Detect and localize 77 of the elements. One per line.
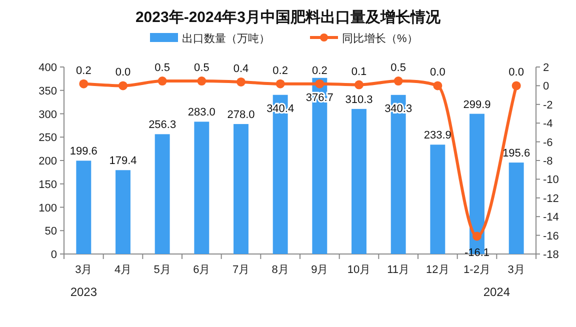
y-tick-label: 100 (38, 202, 57, 214)
point (79, 79, 88, 88)
bar (430, 144, 446, 254)
x-tick-label: 4月 (114, 264, 132, 276)
text: 2023 (70, 285, 98, 299)
point (315, 79, 324, 88)
y2-tick-label: -12 (543, 192, 559, 205)
point (472, 232, 482, 241)
data-label: 283.0 (188, 106, 216, 119)
y2-tick-label: 0 (543, 80, 550, 93)
bar (76, 160, 92, 254)
x-tick-label: 9月 (311, 264, 328, 276)
y-tick-label: 150 (38, 178, 57, 191)
bar (194, 122, 210, 254)
data-label: 195.6 (502, 148, 530, 160)
point (433, 81, 442, 90)
y-tick-label: 300 (38, 108, 57, 121)
bar (154, 134, 170, 254)
y-tick-label: 0 (50, 249, 57, 261)
data-label: 0.2 (312, 64, 328, 77)
y2-tick-label: -2 (543, 99, 553, 112)
data-label: 233.9 (424, 130, 452, 142)
y-tick-label: 200 (38, 156, 57, 168)
data-label: 310.3 (345, 94, 373, 106)
y2-tick-label: 2 (543, 62, 550, 74)
y-tick-label: 50 (44, 226, 57, 238)
y2-tick-label: -18 (543, 249, 559, 261)
x-tick-label: 3月 (508, 264, 525, 276)
data-label: 278.0 (227, 109, 255, 122)
x-tick-label: 8月 (272, 264, 289, 276)
text: 2024 (483, 285, 510, 299)
x-tick-label: 6月 (193, 264, 210, 276)
data-label: 256.3 (148, 119, 176, 132)
point (354, 80, 364, 90)
point (158, 76, 167, 86)
x-tick-label: 11月 (387, 264, 410, 276)
y-tick-label: 350 (38, 85, 57, 98)
y2-tick-label: -8 (543, 156, 553, 168)
x-tick-label: 1-2月 (464, 264, 490, 276)
data-label: 0.2 (272, 64, 288, 77)
data-label: 0.0 (430, 66, 446, 79)
chart-title: 2023年-2024年3月中国肥料出口量及增长情况 (135, 9, 442, 26)
y-tick-label: 400 (38, 62, 57, 74)
point (394, 76, 403, 86)
point (512, 81, 521, 90)
bar (116, 170, 130, 254)
data-label: 0.2 (76, 64, 92, 77)
x-tick-label: 5月 (154, 264, 171, 276)
data-label: 0.5 (390, 62, 406, 74)
data-label: 199.6 (70, 146, 98, 158)
point (197, 76, 206, 86)
y2-tick-label: -10 (543, 174, 559, 186)
y-tick-label: 250 (38, 132, 57, 144)
data-label: 299.9 (463, 98, 491, 111)
bar (352, 108, 366, 254)
legend-label: 同比增长（%） (342, 32, 418, 45)
bar (508, 162, 524, 254)
data-label: 0.0 (508, 66, 524, 79)
data-label: 179.4 (109, 155, 137, 168)
y2-tick-label: -16 (543, 230, 559, 242)
x-tick-label: 10月 (347, 264, 371, 276)
y2-tick-label: -4 (543, 118, 553, 130)
data-label: 0.5 (194, 62, 210, 74)
x-tick-label: 3月 (75, 264, 92, 276)
data-label: 0.0 (115, 66, 131, 79)
point (276, 79, 285, 88)
data-label: 0.4 (233, 62, 249, 75)
point (118, 81, 128, 90)
y2-tick-label: -14 (543, 212, 559, 224)
y2-tick-label: -6 (543, 136, 553, 149)
point (236, 77, 246, 86)
data-label: 0.5 (154, 62, 170, 74)
x-tick-label: 7月 (232, 264, 250, 276)
x-tick-label: 12月 (426, 264, 450, 276)
legend-label: 出口数量（万吨） (182, 32, 270, 45)
bar (234, 124, 248, 254)
data-label: 0.1 (351, 66, 367, 78)
